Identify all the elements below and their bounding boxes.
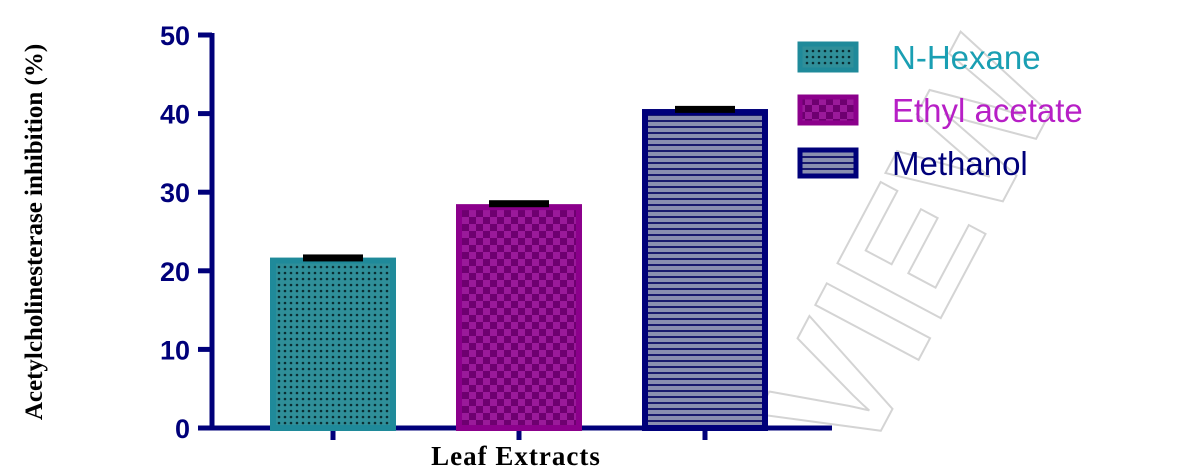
legend-swatch <box>797 147 859 179</box>
legend-label: N-Hexane <box>892 39 1041 76</box>
x-axis-label: Leaf Extracts <box>431 441 601 468</box>
error-bar-cap <box>675 105 735 113</box>
y-tick-label: 20 <box>160 257 190 287</box>
bar <box>456 204 582 431</box>
error-bar-cap <box>489 200 549 208</box>
legend-label: Ethyl acetate <box>892 92 1083 129</box>
legend-swatch <box>797 94 859 126</box>
y-tick-label: 40 <box>160 100 190 130</box>
y-tick-label: 10 <box>160 335 190 365</box>
y-tick-label: 0 <box>175 414 190 444</box>
y-ticks: 0 10 20 30 40 50 <box>160 21 212 444</box>
y-tick-label: 50 <box>160 21 190 51</box>
legend-swatch <box>797 41 859 73</box>
y-tick-label: 30 <box>160 178 190 208</box>
legend-label: Methanol <box>892 145 1028 182</box>
error-bar-cap <box>303 254 363 262</box>
legend: N-Hexane Ethyl acetate Methanol <box>797 39 1083 182</box>
y-axis-label: Acetylcholinesterase inhibition (%) <box>21 44 48 420</box>
bars <box>270 105 768 431</box>
watermark-text: VIEW <box>725 14 1097 468</box>
bar <box>642 109 768 431</box>
bar <box>270 257 396 431</box>
